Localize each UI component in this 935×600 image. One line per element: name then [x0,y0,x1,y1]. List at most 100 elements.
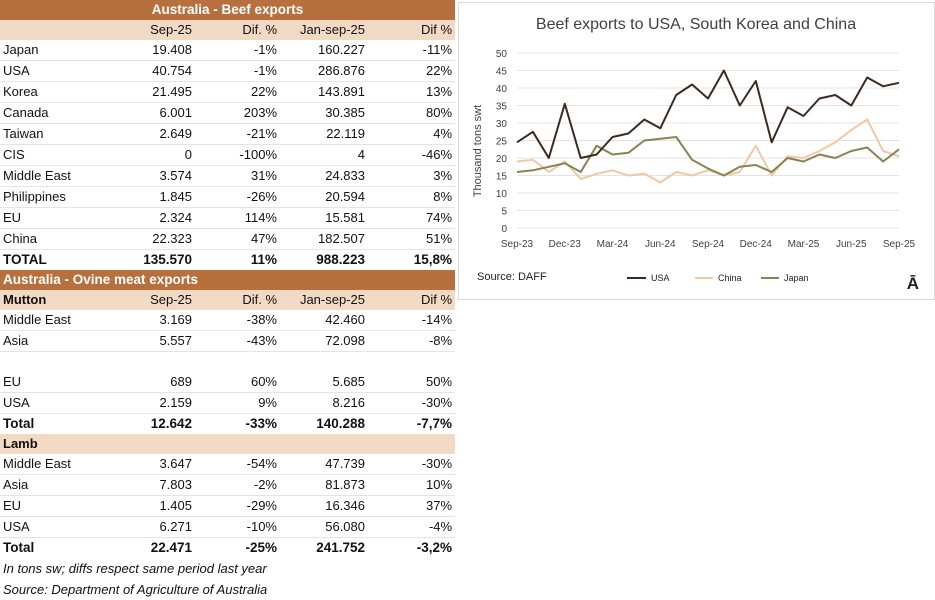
cell-value: 22% [195,81,280,103]
cell-value: 47% [195,228,280,250]
ovine-table-title-row: Australia - Ovine meat exports [0,270,456,290]
table-row: CIS 0 -100% 4 -46% [0,144,456,166]
row-label: Total [0,537,125,558]
cell-value: 15,8% [368,249,456,270]
cell-value: -25% [195,537,280,558]
x-tick-label: Jun-25 [836,239,867,250]
beef-exports-chart: Beef exports to USA, South Korea and Chi… [458,2,935,300]
y-tick-label: 50 [496,49,508,60]
cell-value: 4% [368,123,456,145]
cell-value: 3.647 [125,454,195,475]
x-tick-label: Sep-25 [883,239,916,250]
cell-value: 37% [368,495,456,517]
units-note: In tons sw; diffs respect same period la… [3,561,267,576]
export-tables: Australia - Beef exports Sep-25 Dif. % J… [0,0,456,600]
cell-value: 31% [195,165,280,187]
row-label: CIS [0,144,125,166]
cell-value: 21.495 [125,81,195,103]
cell-value: 143.891 [280,81,368,103]
cell-value: -38% [195,310,280,331]
table-row: USA 40.754 -1% 286.876 22% [0,60,456,82]
cell-value: 3.574 [125,165,195,187]
cell-value: 16.346 [280,495,368,517]
y-tick-labels: 0 5 10 15 20 25 30 35 40 45 50 [496,49,508,235]
ovine-exports-table: Australia - Ovine meat exports Mutton Sep… [0,270,456,558]
table-row: Philippines 1.845 -26% 20.594 8% [0,186,456,208]
cell-value: 74% [368,207,456,229]
cell-value: 2.159 [125,392,195,414]
cell-value: -30% [368,454,456,475]
cell-value: Jan-sep-25 [280,290,368,310]
table-row: EU 2.324 114% 15.581 74% [0,207,456,229]
cell-value: -46% [368,144,456,166]
cell-value: 8% [368,186,456,208]
lamb-header-row: Lamb [0,434,456,454]
row-label: Taiwan [0,123,125,145]
table-row: Taiwan 2.649 -21% 22.119 4% [0,123,456,145]
row-label: USA [0,516,125,538]
row-label: Japan [0,40,125,61]
table-row: EU 1.405 -29% 16.346 37% [0,495,456,517]
row-label: China [0,228,125,250]
cell-value: 6.001 [125,102,195,124]
cell-value: 22.323 [125,228,195,250]
row-label: Mutton [0,290,125,310]
row-label: EU [0,495,125,517]
line-chart-svg: Beef exports to USA, South Korea and Chi… [472,16,919,293]
ovine-table-title: Australia - Ovine meat exports [0,270,456,290]
header-month: Sep-25 [125,20,195,40]
cell-value: 15.581 [280,207,368,229]
table-row: USA 6.271 -10% 56.080 -4% [0,516,456,538]
y-tick-label: 40 [496,84,508,95]
y-tick-label: 15 [496,172,508,183]
cell-value: -1% [195,40,280,61]
legend-label-china: China [718,273,742,283]
chart-source: Source: DAFF [477,271,547,283]
series-line-japan [516,136,900,177]
total-row: Total 12.642 -33% 140.288 -7,7% [0,413,456,434]
cell-value: -8% [368,330,456,352]
cell-value: 19.408 [125,40,195,61]
cell-value: 135.570 [125,249,195,270]
cell-value: 689 [125,372,195,393]
x-tick-label: Mar-25 [788,239,820,250]
cell-value: 22% [368,60,456,82]
cell-value: 50% [368,372,456,393]
row-label: Philippines [0,186,125,208]
cell-value: -1% [195,60,280,82]
header-blank [0,20,125,40]
beef-table-title: Australia - Beef exports [0,0,456,20]
cell-value: -11% [368,40,456,61]
cell-value: 241.752 [280,537,368,558]
cell-value: 40.754 [125,60,195,82]
row-label: EU [0,207,125,229]
table-row: Canada 6.001 203% 30.385 80% [0,102,456,124]
cell-value: 81.873 [280,474,368,496]
source-note: Source: Department of Agriculture of Aus… [3,582,268,597]
cell-value: 20.594 [280,186,368,208]
cell-value: -2% [195,474,280,496]
cell-value: 12.642 [125,413,195,434]
legend-label-japan: Japan [784,273,809,283]
cell-value: 0 [125,144,195,166]
spacer-row [0,352,455,373]
table-row: Asia 7.803 -2% 81.873 10% [0,474,456,496]
cell-value: 286.876 [280,60,368,82]
row-label: Middle East [0,310,125,331]
y-tick-label: 45 [496,67,508,78]
x-tick-label: Sep-24 [692,239,725,250]
header-month-diff: Dif. % [195,20,280,40]
cell-value: 6.271 [125,516,195,538]
cell-value: 11% [195,249,280,270]
legend-label-usa: USA [651,273,670,283]
cell-value: 9% [195,392,280,414]
row-label: Asia [0,474,125,496]
cell-value: 2.649 [125,123,195,145]
table-row: China 22.323 47% 182.507 51% [0,228,456,250]
series-line-usa [516,69,900,159]
row-label: USA [0,392,125,414]
cell-value: 7.803 [125,474,195,496]
cell-value: 160.227 [280,40,368,61]
cell-value: 1.405 [125,495,195,517]
y-tick-label: 25 [496,137,508,148]
